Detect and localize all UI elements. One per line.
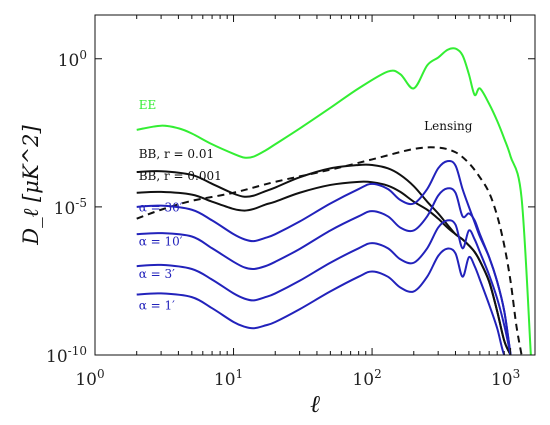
x-axis-label: ℓ bbox=[310, 390, 320, 418]
annotation-bb-r-0-01: BB, r = 0.01 bbox=[139, 147, 214, 161]
plot-frame bbox=[94, 14, 536, 356]
annotation-alpha-10: α = 10′ bbox=[139, 234, 183, 248]
annotation-alpha-30: α = 30′ bbox=[139, 200, 183, 214]
series-line-bb-r-0-001 bbox=[136, 180, 512, 355]
y-tick-label: 100 bbox=[58, 48, 87, 71]
annotation-alpha-1: α = 1′ bbox=[139, 298, 175, 312]
series-line-lensing bbox=[136, 146, 523, 355]
x-tick-label: 102 bbox=[352, 367, 381, 390]
series-line-bb-r-0-01 bbox=[136, 163, 512, 355]
x-tick-label: 101 bbox=[214, 367, 243, 390]
y-tick-label: 10-5 bbox=[54, 196, 87, 219]
annotation-ee: EE bbox=[139, 98, 157, 112]
annotation-lensing: Lensing bbox=[424, 119, 473, 133]
y-axis-label: D_ℓ [μK^2] bbox=[19, 124, 43, 245]
annotation-alpha-3: α = 3′ bbox=[139, 267, 175, 281]
x-tick-label: 103 bbox=[491, 367, 520, 390]
series-layer bbox=[136, 47, 532, 355]
series-line-ee bbox=[136, 47, 532, 355]
y-tick-label: 10-10 bbox=[46, 344, 87, 367]
series-line-alpha-3 bbox=[136, 219, 512, 355]
series-line-alpha-10 bbox=[136, 187, 512, 355]
annotation-bb-r-0-001: BB, r = 0.001 bbox=[139, 169, 222, 183]
x-tick-label: 100 bbox=[75, 367, 104, 390]
ticks-layer: 100 101 102 103 100 10-5 10-10 bbox=[46, 15, 535, 390]
series-line-alpha-1 bbox=[136, 247, 511, 355]
annotation-layer: EE Lensing BB, r = 0.01 BB, r = 0.001 α = 30… bbox=[139, 98, 473, 312]
